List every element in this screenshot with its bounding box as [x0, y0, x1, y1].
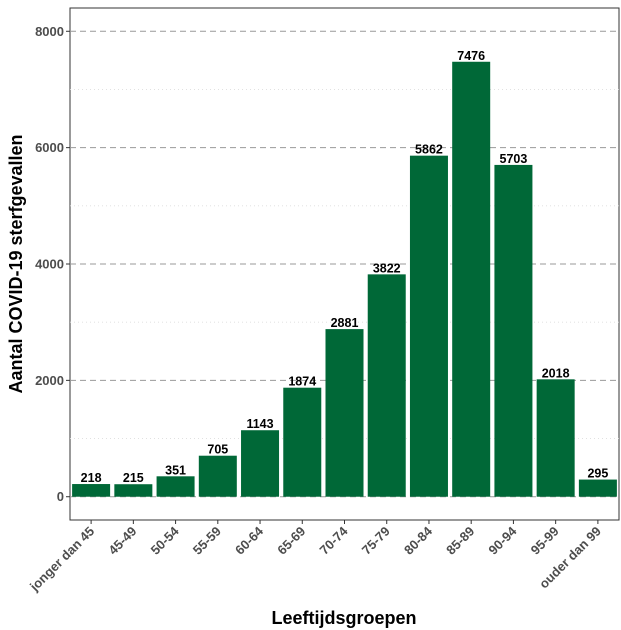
bar-value-label: 1874: [288, 375, 316, 389]
bar-value-label: 295: [587, 467, 608, 481]
x-tick-label: 75-79: [359, 524, 393, 558]
bar: [409, 155, 448, 497]
bar-value-label: 5862: [415, 143, 443, 157]
x-tick-label: 95-99: [528, 524, 562, 558]
bar: [198, 455, 237, 497]
bar-value-label: 3822: [373, 261, 401, 275]
bar: [494, 164, 533, 497]
bar-value-label: 2018: [542, 366, 570, 380]
bar: [452, 61, 491, 497]
bar: [72, 484, 111, 497]
y-axis: 0 2000 4000 6000 8000: [35, 24, 70, 504]
x-axis: jonger dan 45 45-49 50-54 55-59 60-64 65-69 70…: [26, 520, 604, 595]
x-tick-label: jonger dan 45: [26, 524, 97, 595]
bar: [283, 387, 322, 497]
x-axis-title: Leeftijdsgroepen: [271, 608, 416, 628]
bar-value-label: 215: [123, 471, 144, 485]
y-tick-label: 8000: [35, 24, 64, 39]
bar-value-label: 351: [165, 463, 186, 477]
x-tick-label: 85-89: [443, 524, 477, 558]
bar: [578, 479, 617, 497]
y-tick-label: 0: [57, 489, 64, 504]
bar-value-label: 5703: [500, 152, 528, 166]
bar: [156, 476, 195, 497]
x-tick-label: 60-64: [232, 523, 267, 558]
bar: [114, 484, 153, 497]
bar-value-label: 2881: [331, 316, 359, 330]
x-tick-label: 90-94: [485, 523, 520, 558]
bar-value-label: 705: [207, 443, 228, 457]
x-tick-label: 65-69: [274, 524, 308, 558]
bar: [367, 274, 406, 497]
x-tick-label: 50-54: [148, 523, 183, 558]
bars: [72, 61, 617, 497]
x-tick-label: 80-84: [401, 523, 436, 558]
y-tick-label: 2000: [35, 373, 64, 388]
bar-value-label: 218: [81, 471, 102, 485]
y-tick-label: 6000: [35, 140, 64, 155]
bar: [241, 430, 280, 497]
bar-value-label: 7476: [457, 49, 485, 63]
y-tick-label: 4000: [35, 257, 64, 272]
x-tick-label: 45-49: [105, 524, 139, 558]
bar-value-label: 1143: [246, 417, 273, 431]
bar-labels: 218 215 351 705 1143 1874 2881 3822 5862 7476 5703…: [81, 49, 609, 485]
bar: [536, 379, 575, 497]
x-tick-label: 70-74: [317, 523, 352, 558]
bar: [325, 329, 364, 497]
y-axis-title: Aantal COVID-19 sterfgevallen: [6, 134, 26, 393]
x-tick-label: 55-59: [190, 524, 224, 558]
